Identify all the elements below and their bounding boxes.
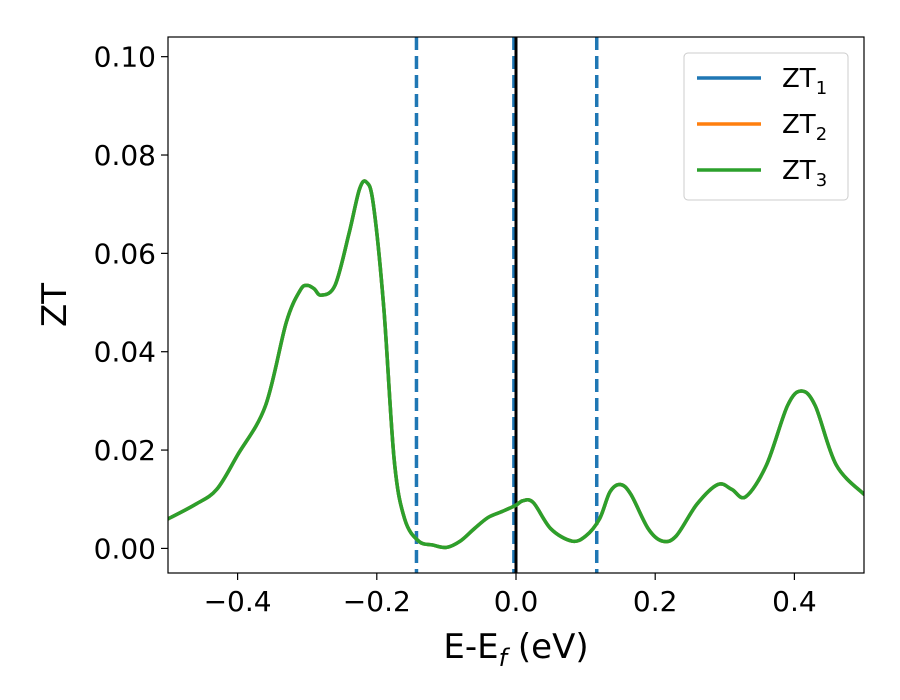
legend-label-1: ZT1 bbox=[782, 64, 827, 99]
series-line-3 bbox=[168, 179, 864, 550]
vertical-reference-lines bbox=[414, 37, 599, 573]
y-tick-label: 0.06 bbox=[94, 237, 156, 270]
x-tick-label: 0.0 bbox=[494, 585, 539, 618]
legend-label-sub: 2 bbox=[816, 124, 827, 145]
y-tick-label: 0.02 bbox=[94, 434, 156, 467]
x-tick-label: −0.4 bbox=[204, 585, 272, 618]
legend-label-2: ZT2 bbox=[782, 110, 827, 145]
y-tick-label: 0.00 bbox=[94, 532, 156, 565]
x-tick-label: −0.2 bbox=[343, 585, 411, 618]
y-tick-label: 0.08 bbox=[94, 139, 156, 172]
x-axis-label-main: E-E bbox=[443, 627, 498, 667]
x-axis-label-unit: (eV) bbox=[507, 627, 589, 667]
legend-label-sub: 1 bbox=[816, 78, 827, 99]
legend-label-main: ZT bbox=[782, 64, 816, 94]
legend-box bbox=[683, 52, 849, 201]
x-axis-label: E-Ef (eV) bbox=[443, 627, 588, 672]
y-tick-label: 0.04 bbox=[94, 336, 156, 369]
series-lines bbox=[168, 179, 864, 550]
x-axis-ticks: −0.4 −0.2 0.0 0.2 0.4 bbox=[204, 573, 817, 618]
legend-label-main: ZT bbox=[782, 110, 816, 140]
legend-label-main: ZT bbox=[782, 156, 816, 186]
x-tick-label: 0.4 bbox=[772, 585, 817, 618]
legend-label-3: ZT3 bbox=[782, 156, 827, 191]
y-tick-label: 0.10 bbox=[94, 41, 156, 74]
y-axis-ticks: 0.00 0.02 0.04 0.06 0.08 0.10 bbox=[94, 41, 168, 565]
x-tick-label: 0.2 bbox=[633, 585, 678, 618]
y-axis-label: ZT bbox=[35, 283, 75, 327]
legend-label-sub: 3 bbox=[816, 170, 827, 191]
